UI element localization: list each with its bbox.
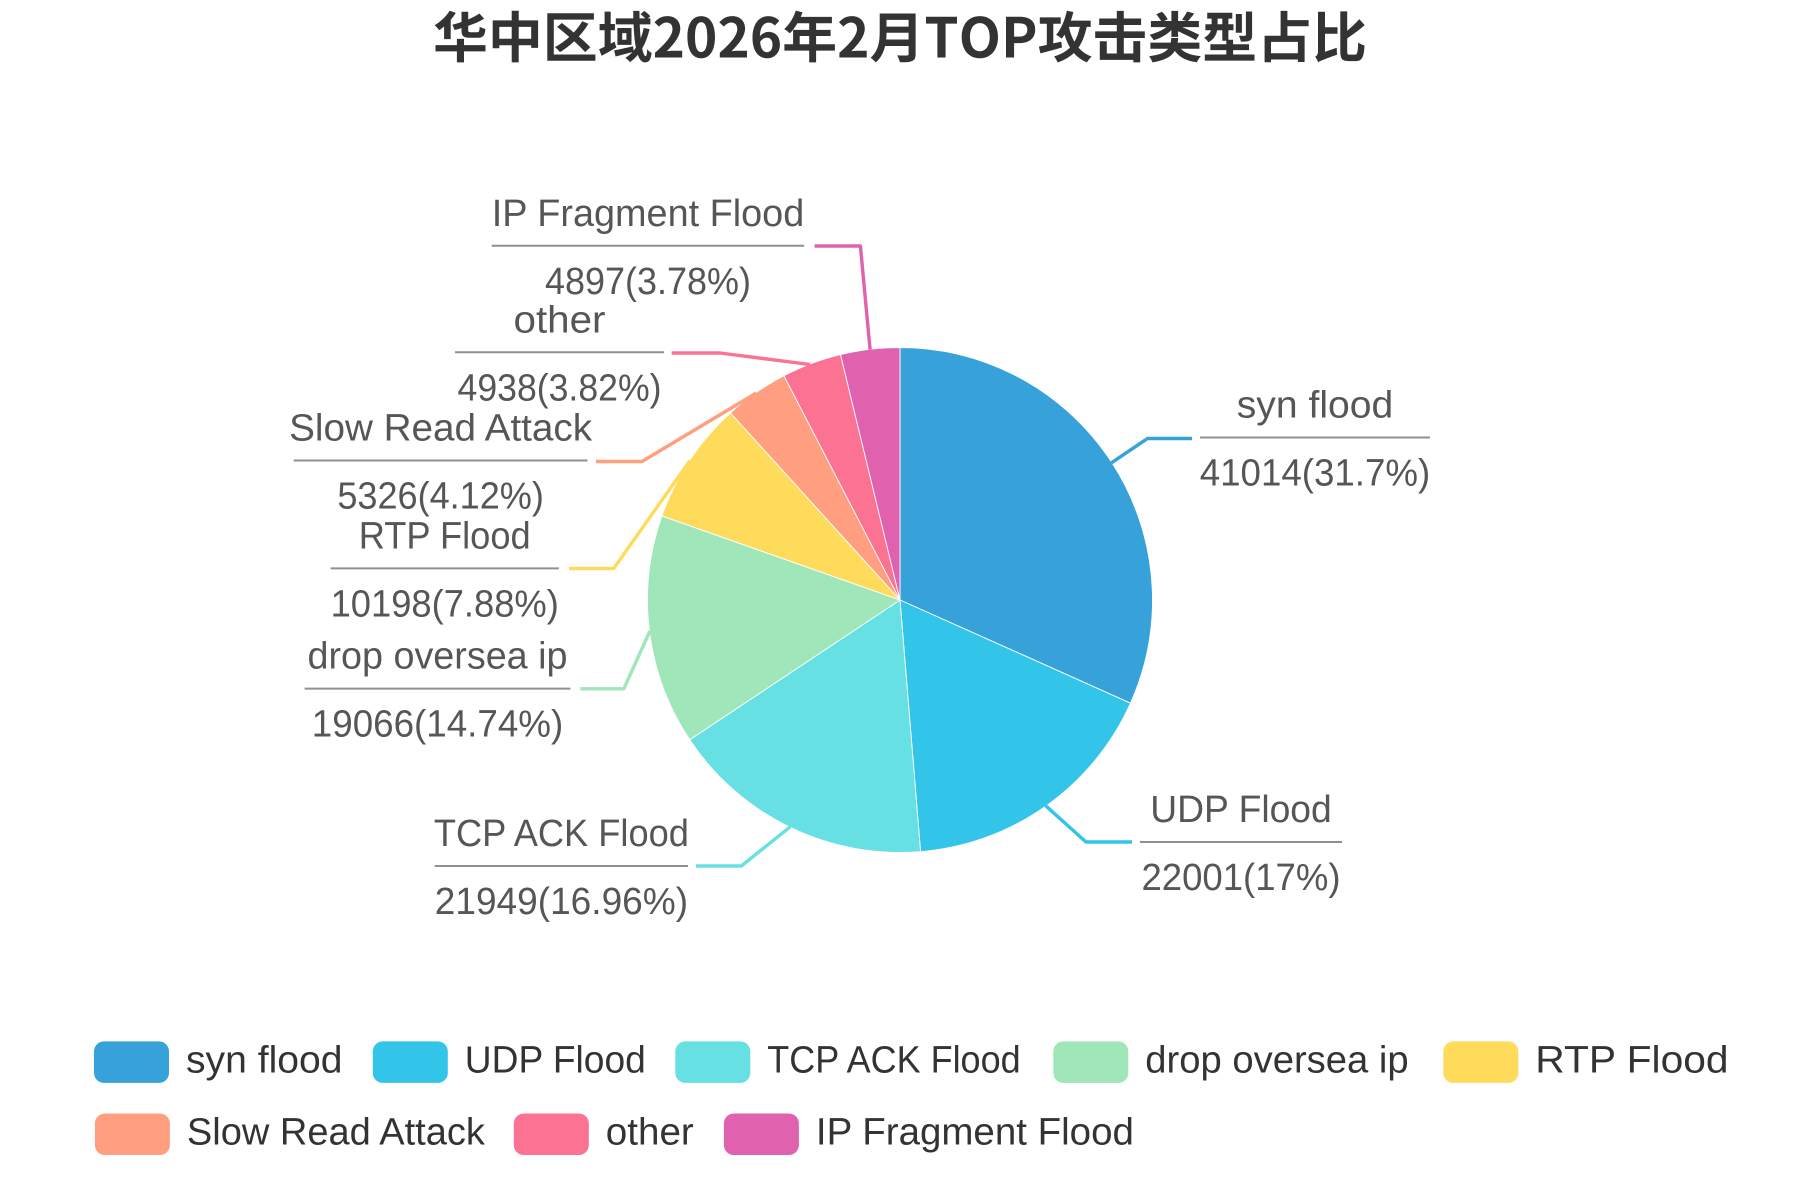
svg-text:41014(31.7%): 41014(31.7%) xyxy=(1200,453,1431,495)
svg-text:TCP ACK Flood: TCP ACK Flood xyxy=(767,1039,1020,1081)
svg-text:IP Fragment Flood: IP Fragment Flood xyxy=(816,1111,1134,1153)
svg-text:syn flood: syn flood xyxy=(186,1039,343,1081)
svg-text:other: other xyxy=(514,299,606,341)
svg-text:19066(14.74%): 19066(14.74%) xyxy=(312,704,563,746)
svg-text:10198(7.88%): 10198(7.88%) xyxy=(331,583,559,625)
svg-text:drop oversea ip: drop oversea ip xyxy=(308,636,568,678)
svg-text:5326(4.12%): 5326(4.12%) xyxy=(337,476,544,518)
svg-text:TCP ACK Flood: TCP ACK Flood xyxy=(434,813,689,855)
svg-text:RTP Flood: RTP Flood xyxy=(359,515,531,557)
svg-text:UDP Flood: UDP Flood xyxy=(1150,789,1332,831)
svg-text:22001(17%): 22001(17%) xyxy=(1142,857,1341,899)
svg-text:drop oversea ip: drop oversea ip xyxy=(1145,1039,1408,1081)
svg-text:21949(16.96%): 21949(16.96%) xyxy=(435,881,688,923)
svg-text:UDP Flood: UDP Flood xyxy=(465,1039,646,1081)
svg-text:Slow Read Attack: Slow Read Attack xyxy=(187,1111,486,1153)
svg-text:other: other xyxy=(606,1111,694,1153)
svg-text:Slow Read Attack: Slow Read Attack xyxy=(289,408,593,450)
svg-text:RTP Flood: RTP Flood xyxy=(1535,1039,1728,1081)
svg-text:IP Fragment Flood: IP Fragment Flood xyxy=(492,193,805,235)
svg-text:4938(3.82%): 4938(3.82%) xyxy=(458,367,662,409)
svg-text:syn flood: syn flood xyxy=(1237,385,1394,427)
svg-text:4897(3.78%): 4897(3.78%) xyxy=(545,261,751,303)
